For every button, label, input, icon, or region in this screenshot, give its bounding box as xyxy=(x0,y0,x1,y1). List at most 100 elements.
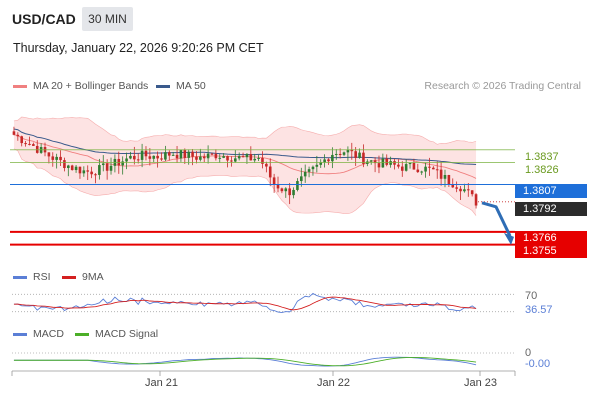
candle-body xyxy=(280,188,284,192)
bollinger-band-layer xyxy=(13,116,477,216)
candle-body xyxy=(319,162,323,165)
rsi-ma-swatch xyxy=(62,275,76,279)
candle-body xyxy=(408,162,412,165)
candle-body xyxy=(323,159,326,163)
candle-body xyxy=(144,150,148,157)
candle-body xyxy=(268,166,272,178)
ma50-swatch xyxy=(156,84,170,88)
candle-body xyxy=(284,188,288,192)
bollinger-lower-line xyxy=(13,148,477,216)
candle-body xyxy=(303,171,307,177)
candle-body xyxy=(78,166,82,174)
candle-body xyxy=(241,156,245,158)
candle-body xyxy=(90,171,93,175)
candle-body xyxy=(327,159,330,162)
candle-body xyxy=(338,153,342,155)
timeframe-badge[interactable]: 30 MIN xyxy=(82,7,133,31)
candle-body xyxy=(265,163,268,167)
candle-body xyxy=(183,150,187,158)
candle-body xyxy=(226,156,229,161)
candle-body xyxy=(210,153,214,155)
candle-body xyxy=(424,166,427,172)
candle-body xyxy=(191,151,194,157)
moving-average-layer xyxy=(13,128,477,179)
candle-body xyxy=(129,155,132,159)
candle-body xyxy=(381,158,385,168)
candles-layer xyxy=(12,126,478,209)
candle-body xyxy=(416,169,420,173)
candle-body xyxy=(443,175,447,179)
candle-body xyxy=(331,154,334,162)
price-levels-layer xyxy=(10,149,515,246)
candle-body xyxy=(369,160,373,162)
candle-body xyxy=(55,156,58,160)
legend-bollinger: MA 20 + Bollinger Bands xyxy=(13,80,148,92)
candle-body xyxy=(175,154,179,159)
candle-body xyxy=(276,184,280,189)
candle-body xyxy=(412,162,416,170)
candle-body xyxy=(233,158,237,162)
candle-body xyxy=(164,152,167,160)
candle-body xyxy=(32,144,35,146)
rsi-line xyxy=(13,292,477,313)
bollinger-upper-line xyxy=(13,116,477,145)
forecast-arrow xyxy=(481,201,512,237)
rsi-swatch xyxy=(13,275,27,279)
candle-body xyxy=(350,149,354,152)
x-axis-layer xyxy=(11,370,516,376)
macd-value-label: -0.00 xyxy=(525,358,551,370)
rsi-ma-line xyxy=(13,296,477,311)
candle-body xyxy=(16,134,20,137)
candle-body xyxy=(463,189,466,192)
candle-body xyxy=(214,153,218,159)
legend-macd-label: MACD xyxy=(33,328,64,340)
candle-body xyxy=(47,152,51,157)
resistance-label-1: 1.3837 xyxy=(525,151,559,163)
macd-swatch xyxy=(13,332,27,336)
last-price-tag: 1.3792 xyxy=(515,202,587,216)
candle-body xyxy=(474,194,478,206)
candle-body xyxy=(125,158,128,162)
candle-body xyxy=(86,170,90,172)
legend-ma50: MA 50 xyxy=(156,80,206,92)
candle-body xyxy=(230,160,233,162)
candle-body xyxy=(455,187,458,189)
candle-body xyxy=(171,154,175,156)
candle-body xyxy=(20,136,24,144)
candle-body xyxy=(385,158,389,165)
legend-rsi: RSI xyxy=(13,271,51,283)
candle-body xyxy=(12,131,16,135)
x-tick-label: Jan 21 xyxy=(145,377,179,389)
symbol-title: USD/CAD xyxy=(12,11,76,27)
candle-body xyxy=(160,158,163,160)
candle-body xyxy=(195,156,198,160)
candle-body xyxy=(373,160,377,164)
candle-body xyxy=(101,163,105,166)
candle-body xyxy=(109,165,113,171)
legend-ma50-label: MA 50 xyxy=(176,80,206,92)
candle-body xyxy=(292,189,295,196)
candle-body xyxy=(82,170,86,174)
candle-body xyxy=(24,143,27,145)
candle-body xyxy=(67,165,70,169)
macd-signal-swatch xyxy=(75,332,89,336)
candle-body xyxy=(420,171,423,173)
candle-body xyxy=(94,174,97,176)
resistance-label-2: 1.3826 xyxy=(525,164,559,176)
candle-body xyxy=(261,157,264,164)
candle-body xyxy=(288,188,291,196)
candle-body xyxy=(74,166,78,171)
candle-body xyxy=(397,164,400,167)
candle-body xyxy=(358,152,361,158)
candle-body xyxy=(307,169,311,172)
support-tag-2: 1.3755 xyxy=(515,244,587,258)
legend-macd-signal: MACD Signal xyxy=(75,328,158,340)
candle-body xyxy=(439,169,443,179)
candle-body xyxy=(70,165,74,171)
bollinger-swatch xyxy=(13,84,27,88)
candle-body xyxy=(311,166,315,170)
legend-macd-signal-label: MACD Signal xyxy=(95,328,159,340)
candle-body xyxy=(334,153,338,155)
candle-body xyxy=(222,156,225,158)
